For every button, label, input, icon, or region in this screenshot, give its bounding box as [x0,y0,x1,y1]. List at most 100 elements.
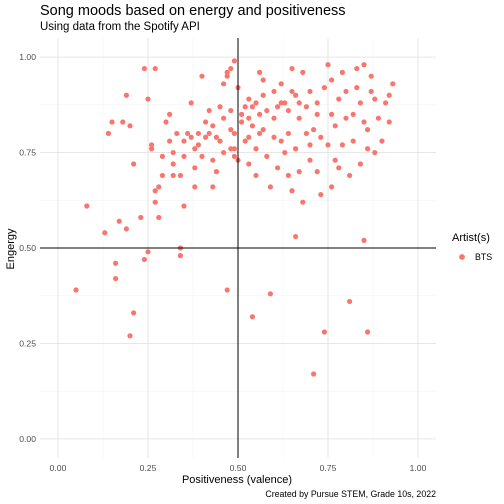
data-point [210,157,216,163]
data-point [332,123,338,129]
y-tick-label: 1.00 [19,52,36,62]
data-point [109,119,115,125]
data-point [231,146,237,152]
data-point [228,127,234,133]
data-points [73,58,396,377]
data-point [113,275,119,282]
data-point [347,172,353,179]
data-point [300,69,306,75]
data-point [329,111,335,117]
data-point [84,203,90,209]
data-point [282,100,288,106]
data-point [271,88,277,95]
data-point [113,260,119,266]
data-point [271,115,277,121]
data-point [167,138,173,144]
data-point [188,134,194,140]
data-point [285,130,291,137]
data-point [347,298,353,305]
x-tick-label: 0.75 [320,463,337,473]
y-axis-title: Engergy [5,228,17,269]
data-point [199,153,205,159]
data-point [293,233,299,240]
data-point [181,153,187,159]
data-point [152,65,158,72]
data-point [307,88,313,95]
data-point [170,161,176,167]
data-point [296,115,302,121]
data-point [357,100,363,106]
legend-title: Artist(s) [452,232,490,244]
data-point [267,184,273,190]
reference-lines [40,38,436,458]
data-point [213,169,219,175]
chart-subtitle: Using data from the Spotify API [40,21,200,33]
data-point [224,73,230,79]
data-point [278,138,284,144]
data-point [228,146,234,152]
x-tick-label: 0.00 [50,463,67,473]
data-point [221,115,227,121]
data-point [289,65,295,72]
data-point [354,65,360,72]
data-point [339,142,345,148]
data-point [149,142,155,148]
data-point [361,62,367,68]
data-point [203,119,209,125]
data-point [228,107,234,114]
data-point [156,214,162,221]
data-point [260,127,266,133]
chart-caption: Created by Pursue STEM, Grade 10s, 2022 [265,489,436,499]
data-point [372,96,378,102]
data-point [253,100,259,106]
data-point [167,111,173,117]
data-point [231,153,237,159]
data-point [249,123,255,129]
data-point [379,138,385,144]
data-point [159,153,165,159]
x-tick-label: 0.50 [230,463,247,473]
data-point [354,85,360,91]
data-point [260,77,266,83]
data-point [289,188,295,194]
legend: Artist(s) BTS [452,232,492,262]
data-point [156,184,162,190]
data-point [285,107,291,114]
data-point [195,142,201,148]
y-tick-label: 0.75 [19,148,36,158]
data-point [188,100,194,106]
data-point [339,69,345,75]
data-point [224,287,230,293]
data-point [253,172,259,179]
data-point [127,333,133,339]
data-point [289,88,295,95]
data-point [163,119,169,125]
data-point [242,138,248,144]
data-point [257,111,263,117]
data-point [314,100,320,106]
data-point [73,287,79,293]
data-point [365,146,371,152]
data-point [170,172,176,179]
y-tick-label: 0.00 [19,434,36,444]
data-point [177,172,183,179]
data-point [282,149,288,156]
data-point [206,130,212,137]
legend-label: BTS [475,252,492,262]
data-point [321,329,327,335]
y-tick-label: 0.50 [19,243,36,253]
data-point [321,85,327,91]
data-point [372,149,378,156]
data-point [343,88,349,95]
data-point [116,218,122,224]
data-point [357,161,363,167]
data-point [174,130,180,137]
data-point [152,188,158,194]
data-point [192,184,198,190]
chart-title: Song moods based on energy and positiven… [40,3,346,19]
data-point [275,104,281,110]
data-point [350,111,356,117]
data-point [249,104,255,110]
data-point [221,149,227,156]
data-point [329,184,335,190]
